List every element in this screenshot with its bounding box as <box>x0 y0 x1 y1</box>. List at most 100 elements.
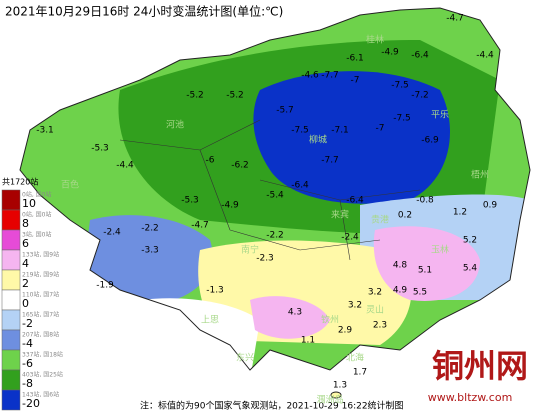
station-value: -3.3 <box>141 246 159 256</box>
legend-label: 10 <box>22 197 36 210</box>
legend-count: 3站, 国0站 <box>22 231 51 239</box>
legend-label: 2 <box>22 277 29 290</box>
station-value: 0.2 <box>398 211 412 221</box>
station-value: 2.9 <box>338 326 353 336</box>
station-value: -4.7 <box>191 221 209 231</box>
legend-count: 0站, 国0站 <box>22 191 51 199</box>
station-value: -6.4 <box>346 196 364 206</box>
legend-total: 共1720站 <box>2 177 38 187</box>
station-value: -7.7 <box>321 71 339 81</box>
legend-swatch <box>1 229 21 251</box>
station-value: -2.2 <box>141 224 159 234</box>
city-label: 梧州 <box>471 169 489 181</box>
station-value: -1.3 <box>206 286 224 296</box>
station-value: -6.1 <box>346 54 364 64</box>
legend-swatch <box>1 249 21 271</box>
legend-count: 207站, 国8站 <box>22 331 59 339</box>
station-value: -7.1 <box>331 126 349 136</box>
city-label: 贵港 <box>371 214 389 226</box>
station-value: -7.7 <box>321 156 339 166</box>
city-label: 北海 <box>346 352 364 364</box>
station-value: -7.5 <box>393 114 411 124</box>
watermark-name: 铜州网 <box>432 347 528 385</box>
station-value: -4.9 <box>381 48 399 58</box>
station-value: -1.9 <box>96 281 114 291</box>
station-value: 4.3 <box>288 308 302 318</box>
station-value: -6.4 <box>291 181 309 191</box>
city-label: 平乐 <box>431 109 449 121</box>
station-value: -7 <box>351 76 360 86</box>
station-value: -2.2 <box>266 231 284 241</box>
city-borders <box>119 119 421 261</box>
legend-label: -20 <box>22 397 40 410</box>
station-value: 4.8 <box>393 261 408 271</box>
legend-count: 403站, 国25站 <box>22 371 63 379</box>
city-label: 东兴 <box>236 352 254 364</box>
legend-swatch <box>1 349 21 371</box>
legend-swatch <box>1 329 21 351</box>
station-value: 3.2 <box>368 288 382 298</box>
legend-count: 337站, 国18站 <box>22 351 63 359</box>
station-value: -7.2 <box>411 91 429 101</box>
station-value: -7.5 <box>391 81 409 91</box>
legend-count: 0站, 国0站 <box>22 211 51 219</box>
legend-label: 8 <box>22 217 29 230</box>
title: 2021年10月29日16时 24小时变温统计图(单位:℃) <box>5 4 283 19</box>
station-value: 1.1 <box>301 336 315 346</box>
station-value: -7 <box>376 124 385 134</box>
legend-label: 4 <box>22 257 29 270</box>
station-value: -5.4 <box>266 191 284 201</box>
station-value: -7.5 <box>291 126 309 136</box>
legend-label: 6 <box>22 237 29 250</box>
city-label: 南宁 <box>241 244 259 256</box>
legend-count: 133站, 国9站 <box>22 251 59 259</box>
city-label: 玉林 <box>431 244 449 256</box>
city-label: 上思 <box>201 315 219 326</box>
legend-label: -4 <box>22 337 33 350</box>
station-value: -2.4 <box>341 233 359 243</box>
station-value: 3.2 <box>348 301 362 311</box>
city-label: 桂林 <box>366 34 384 46</box>
station-value: -5.3 <box>91 144 109 154</box>
station-value: 2.3 <box>373 321 387 331</box>
legend-swatch <box>1 209 21 231</box>
station-value: -6.4 <box>411 51 429 61</box>
legend-swatch <box>1 269 21 291</box>
station-value: -3.1 <box>36 126 54 136</box>
city-label: 来宾 <box>331 209 349 221</box>
station-value: -2.4 <box>103 228 121 238</box>
station-value: 5.4 <box>463 264 478 274</box>
station-value: -2.3 <box>256 254 274 264</box>
legend-swatch <box>1 369 21 391</box>
legend-label: -8 <box>22 377 33 390</box>
city-label: 百色 <box>61 179 79 191</box>
watermark-url: www.bltzw.com <box>428 391 513 404</box>
station-value: 1.3 <box>333 381 347 391</box>
station-value: 1.2 <box>453 208 467 218</box>
city-label: 灵山 <box>366 305 384 316</box>
station-value: -4.6 <box>301 71 319 81</box>
station-value: -4.9 <box>221 201 239 211</box>
legend-swatch <box>1 289 21 311</box>
legend-count: 143站, 国6站 <box>22 391 59 399</box>
station-value: -6.2 <box>231 161 249 171</box>
station-value: -4.7 <box>446 14 464 24</box>
island <box>330 391 342 399</box>
city-label: 涠洲岛 <box>316 394 343 406</box>
legend-swatch <box>1 389 21 411</box>
station-value: 1.7 <box>353 368 367 378</box>
city-label: 钦州 <box>321 314 339 326</box>
station-value: -0.8 <box>416 196 434 206</box>
station-value: -5.7 <box>276 106 294 116</box>
station-value: 5.2 <box>463 236 477 246</box>
station-value: -4.4 <box>476 51 494 61</box>
legend-swatch <box>1 309 21 331</box>
station-value: 5.1 <box>418 266 432 276</box>
station-value: -5.3 <box>181 196 199 206</box>
legend-count: 110站, 国7站 <box>22 291 59 299</box>
footer: 注：标值的为90个国家气象观测站，2021-10-29 16:22统计制图 <box>140 400 404 412</box>
city-label: 柳城 <box>309 134 327 146</box>
station-value: -5.2 <box>186 91 204 101</box>
